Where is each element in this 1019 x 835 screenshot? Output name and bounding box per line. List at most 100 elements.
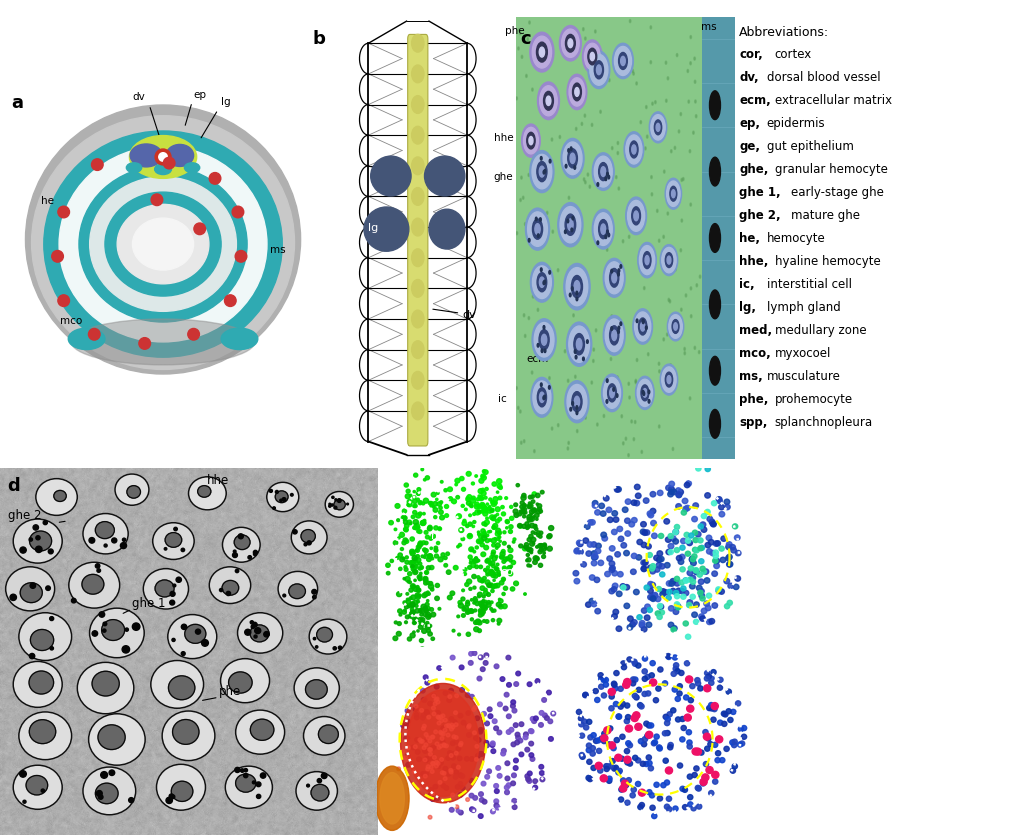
Ellipse shape: [321, 773, 327, 778]
Ellipse shape: [434, 549, 438, 552]
Ellipse shape: [482, 711, 486, 716]
Ellipse shape: [92, 159, 103, 170]
Ellipse shape: [535, 514, 539, 518]
Ellipse shape: [726, 544, 732, 549]
Ellipse shape: [482, 535, 487, 540]
Ellipse shape: [412, 559, 416, 563]
Ellipse shape: [704, 601, 709, 606]
Ellipse shape: [540, 86, 557, 116]
Ellipse shape: [181, 651, 185, 655]
Ellipse shape: [469, 547, 474, 552]
Ellipse shape: [597, 768, 603, 773]
Ellipse shape: [717, 686, 722, 691]
Ellipse shape: [710, 522, 716, 527]
Ellipse shape: [543, 281, 545, 285]
Ellipse shape: [609, 561, 614, 566]
Ellipse shape: [723, 579, 730, 584]
Ellipse shape: [700, 566, 705, 571]
Ellipse shape: [692, 516, 697, 522]
Ellipse shape: [427, 591, 429, 594]
Ellipse shape: [397, 609, 403, 613]
Ellipse shape: [311, 784, 329, 801]
Ellipse shape: [403, 516, 407, 520]
Ellipse shape: [483, 531, 486, 534]
Ellipse shape: [708, 681, 714, 686]
Ellipse shape: [565, 230, 567, 234]
Ellipse shape: [635, 421, 636, 423]
Ellipse shape: [610, 326, 612, 331]
Ellipse shape: [719, 757, 725, 762]
Ellipse shape: [412, 515, 415, 519]
Ellipse shape: [530, 542, 535, 546]
Ellipse shape: [441, 553, 445, 557]
Ellipse shape: [507, 565, 512, 569]
Text: cor,: cor,: [740, 48, 763, 61]
Ellipse shape: [720, 536, 727, 541]
Ellipse shape: [564, 142, 582, 175]
Ellipse shape: [543, 91, 553, 110]
Ellipse shape: [472, 496, 475, 499]
Text: splanchnopleura: splanchnopleura: [774, 416, 873, 429]
Ellipse shape: [673, 529, 679, 534]
Ellipse shape: [690, 556, 695, 562]
Ellipse shape: [579, 407, 580, 411]
Ellipse shape: [504, 790, 510, 795]
Ellipse shape: [429, 502, 433, 505]
Ellipse shape: [601, 374, 623, 412]
Ellipse shape: [694, 347, 696, 349]
Ellipse shape: [504, 692, 508, 697]
Ellipse shape: [446, 733, 450, 737]
Ellipse shape: [529, 729, 533, 733]
Ellipse shape: [535, 528, 538, 530]
Ellipse shape: [406, 708, 410, 713]
Ellipse shape: [491, 552, 495, 556]
Ellipse shape: [491, 538, 496, 543]
Ellipse shape: [521, 176, 522, 180]
Ellipse shape: [592, 503, 598, 509]
Ellipse shape: [129, 135, 197, 179]
Ellipse shape: [225, 767, 272, 808]
Ellipse shape: [408, 572, 412, 575]
Ellipse shape: [438, 761, 443, 765]
Ellipse shape: [523, 504, 526, 508]
Ellipse shape: [473, 602, 475, 604]
Ellipse shape: [494, 789, 499, 793]
Ellipse shape: [530, 150, 554, 193]
Ellipse shape: [636, 82, 637, 85]
Ellipse shape: [404, 538, 408, 542]
Ellipse shape: [691, 579, 696, 584]
Ellipse shape: [491, 564, 495, 568]
Ellipse shape: [475, 504, 479, 509]
Ellipse shape: [609, 589, 614, 594]
Ellipse shape: [514, 513, 519, 518]
Ellipse shape: [660, 782, 666, 787]
Ellipse shape: [112, 538, 117, 543]
Ellipse shape: [551, 711, 555, 716]
Ellipse shape: [562, 165, 565, 169]
Ellipse shape: [637, 615, 642, 620]
Ellipse shape: [609, 326, 619, 345]
Ellipse shape: [294, 668, 339, 708]
Ellipse shape: [624, 603, 630, 609]
Ellipse shape: [655, 596, 660, 602]
Ellipse shape: [481, 491, 486, 496]
Ellipse shape: [580, 733, 585, 738]
Ellipse shape: [679, 580, 685, 585]
Ellipse shape: [541, 544, 543, 547]
Ellipse shape: [489, 530, 491, 533]
Ellipse shape: [578, 303, 580, 306]
Ellipse shape: [546, 691, 551, 695]
Ellipse shape: [534, 322, 554, 357]
Ellipse shape: [430, 608, 433, 611]
Ellipse shape: [678, 559, 684, 564]
Ellipse shape: [656, 124, 660, 131]
Ellipse shape: [739, 726, 744, 731]
Ellipse shape: [513, 805, 517, 809]
Ellipse shape: [422, 697, 427, 702]
Ellipse shape: [476, 619, 481, 624]
Ellipse shape: [419, 610, 422, 613]
Ellipse shape: [691, 806, 696, 811]
Ellipse shape: [406, 753, 411, 757]
Ellipse shape: [681, 539, 686, 544]
Ellipse shape: [495, 583, 500, 588]
